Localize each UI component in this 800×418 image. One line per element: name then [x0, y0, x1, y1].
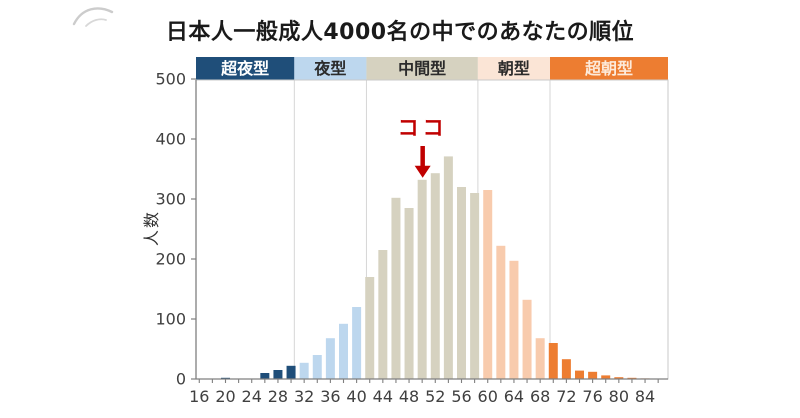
x-tick-label: 32 [294, 387, 314, 406]
x-tick-label: 28 [268, 387, 288, 406]
y-axis-title: 人数 [142, 209, 161, 247]
category-band-3 [477, 57, 550, 80]
here-arrow-icon [414, 165, 431, 178]
x-tick-label: 84 [635, 387, 655, 406]
category-band-label: 朝型 [498, 59, 530, 78]
bar [457, 187, 466, 379]
bar [365, 277, 375, 379]
bar [614, 377, 624, 379]
bar [443, 156, 453, 379]
bar [483, 190, 493, 379]
category-band-1 [294, 57, 367, 80]
category-band-label: 超朝型 [584, 59, 633, 78]
x-tick-label: 44 [373, 387, 393, 406]
y-tick-label: 300 [155, 190, 186, 209]
bar [601, 375, 611, 379]
x-tick-label: 68 [530, 387, 550, 406]
y-tick-label: 400 [155, 130, 186, 149]
bar [312, 355, 322, 379]
bar [325, 338, 335, 379]
bar [522, 299, 532, 379]
y-tick-label: 100 [155, 310, 186, 329]
x-tick-label: 76 [582, 387, 602, 406]
x-tick-label: 40 [346, 387, 366, 406]
bar [535, 338, 545, 379]
bar [509, 260, 519, 379]
bar [273, 370, 283, 379]
x-tick-label: 24 [242, 387, 262, 406]
bar [561, 359, 571, 379]
bar [339, 323, 348, 379]
category-band-4 [550, 57, 668, 80]
x-tick-label: 72 [556, 387, 576, 406]
category-band-label: 夜型 [313, 59, 346, 78]
category-band-label: 中間型 [398, 59, 446, 78]
here-annotation: ココ [397, 116, 448, 140]
bar [417, 179, 427, 379]
x-tick-label: 64 [504, 387, 524, 406]
bar [496, 245, 506, 379]
bar [588, 371, 598, 379]
x-tick-label: 36 [320, 387, 340, 406]
bar [430, 173, 440, 379]
x-tick-label: 80 [609, 387, 629, 406]
bar [391, 197, 401, 379]
bar [352, 307, 362, 379]
x-tick-label: 16 [189, 387, 209, 406]
chart-title: 日本人一般成人4000名の中でのあなたの順位 [165, 20, 635, 45]
category-band-0 [196, 57, 295, 80]
y-tick-label: 200 [155, 250, 186, 269]
bar [548, 343, 558, 379]
x-tick-label: 20 [215, 387, 235, 406]
bar [378, 250, 388, 379]
y-tick-label: 500 [155, 70, 186, 89]
x-tick-label: 52 [425, 387, 445, 406]
bar [470, 193, 480, 379]
bar [404, 208, 414, 379]
x-tick-label: 60 [478, 387, 498, 406]
x-tick-label: 48 [399, 387, 419, 406]
bar [299, 362, 309, 379]
bar [286, 365, 296, 379]
y-tick-label: 0 [176, 370, 186, 389]
category-band-label: 超夜型 [220, 59, 269, 78]
category-band-2 [366, 57, 478, 80]
bar [575, 370, 584, 379]
corner-scribble [72, 7, 114, 27]
x-tick-label: 56 [451, 387, 471, 406]
bar [260, 373, 270, 379]
